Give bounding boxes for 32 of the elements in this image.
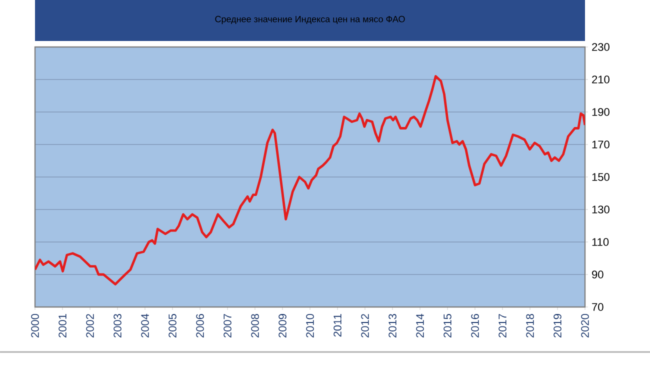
x-tick-label: 2007 bbox=[224, 314, 232, 338]
x-tick-label: 2020 bbox=[581, 314, 589, 338]
x-tick-label: 2016 bbox=[471, 314, 479, 338]
x-tick-label: 2003 bbox=[114, 314, 122, 338]
x-tick-label: 2009 bbox=[278, 314, 286, 338]
y-tick-label: 190 bbox=[592, 108, 610, 116]
line-series bbox=[35, 75, 585, 286]
x-tick-label: 2008 bbox=[251, 314, 259, 338]
y-tick-label: 210 bbox=[592, 76, 610, 84]
x-tick-label: 2004 bbox=[141, 314, 149, 338]
x-tick-label: 2012 bbox=[361, 314, 369, 338]
y-tick-label: 110 bbox=[592, 238, 609, 246]
chart-title: Среднее значение Индекса цен на мясо ФАО bbox=[215, 16, 405, 24]
x-tick-label: 2005 bbox=[168, 314, 176, 338]
y-tick-label: 150 bbox=[592, 173, 610, 181]
x-tick-label: 2014 bbox=[416, 314, 424, 338]
x-tick-label: 2000 bbox=[31, 314, 39, 338]
x-tick-label: 2017 bbox=[498, 314, 506, 338]
y-tick-label: 170 bbox=[592, 140, 610, 148]
y-tick-label: 90 bbox=[592, 270, 604, 278]
y-tick-label: 70 bbox=[592, 303, 604, 311]
x-tick-label: 2011 bbox=[334, 314, 342, 337]
x-tick-label: 2018 bbox=[526, 314, 534, 338]
x-tick-label: 2010 bbox=[306, 314, 314, 338]
x-tick-label: 2001 bbox=[58, 314, 66, 338]
x-tick-label: 2006 bbox=[196, 314, 204, 338]
x-tick-label: 2013 bbox=[388, 314, 396, 338]
x-tick-label: 2019 bbox=[554, 314, 562, 338]
x-tick-label: 2002 bbox=[86, 314, 94, 338]
y-tick-label: 230 bbox=[592, 43, 610, 51]
y-tick-label: 130 bbox=[592, 206, 610, 214]
x-tick-label: 2015 bbox=[444, 314, 452, 338]
